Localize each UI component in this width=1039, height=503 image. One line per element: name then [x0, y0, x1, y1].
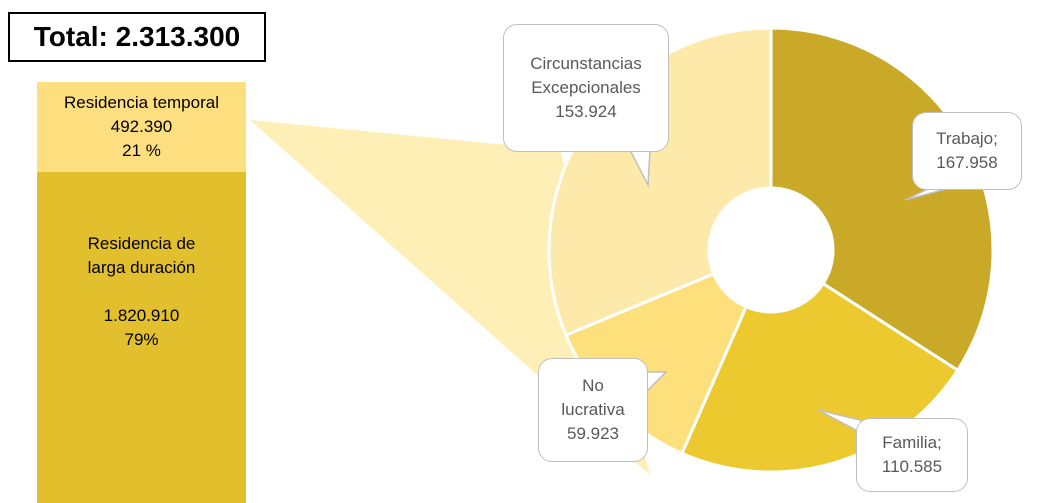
bar-segment: Residencia de larga duración 1.820.910 79% [37, 171, 246, 503]
value-label: 153.924 [555, 102, 617, 121]
callout: Trabajo; 167.958 [912, 112, 1022, 190]
callout: Familia; 110.585 [856, 418, 968, 492]
category-label: Trabajo; [936, 129, 998, 148]
value-label: 110.585 [881, 457, 943, 476]
category-label: Familia; [882, 433, 942, 452]
value-label: 167.958 [936, 153, 998, 172]
value-label: 492.390 [110, 116, 173, 136]
segment-label: Residencia de larga duración [87, 234, 196, 278]
percent-label: 79% [124, 330, 159, 350]
segment-label: Residencia temporal [64, 92, 219, 112]
callout: No lucrativa 59.923 [538, 358, 648, 462]
value-label: 59.923 [567, 424, 619, 443]
bar-segment: Residencia temporal 492.390 21 % [37, 82, 246, 172]
percent-label: 21 % [122, 140, 161, 160]
category-label: No lucrativa [561, 376, 625, 419]
chart-title: Total: 2.313.300 [8, 12, 266, 62]
callout: Circunstancias Excepcionales 153.924 [503, 24, 669, 152]
category-label: Circunstancias Excepcionales [530, 54, 642, 97]
value-label: 1.820.910 [103, 306, 180, 326]
